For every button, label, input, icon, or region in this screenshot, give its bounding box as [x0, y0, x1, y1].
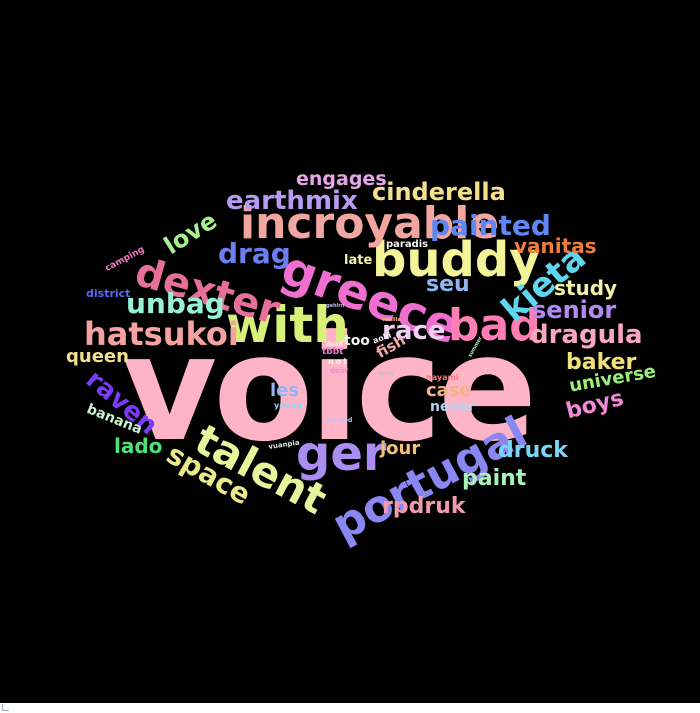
word-painted: painted: [430, 209, 551, 242]
word-incroyable: incroyable: [240, 198, 500, 249]
word-living: living: [378, 371, 394, 377]
word-late: late: [344, 253, 373, 268]
word-study: study: [554, 276, 618, 300]
word-jour: jour: [380, 438, 421, 459]
word-queen: queen: [66, 346, 129, 367]
word-vanitas: vanitas: [514, 234, 597, 258]
word-voice: voice: [122, 304, 537, 474]
word-sve-god: sve god: [326, 417, 353, 424]
word-dead: dead: [326, 341, 343, 348]
word-paint: paint: [462, 466, 527, 491]
word-engages: engages: [296, 168, 387, 190]
word-drag: drag: [218, 237, 291, 270]
word-vanilla: vanilla: [382, 317, 401, 323]
word-gehirn: gehirn: [326, 303, 345, 309]
word-earthmix: earthmix: [226, 186, 358, 216]
word-nayami: nayami: [426, 373, 459, 382]
word-ger: ger: [296, 426, 387, 482]
word-seu: seu: [426, 272, 470, 297]
word-race: race: [382, 316, 446, 346]
word-paradis: paradis: [386, 239, 429, 250]
word-case: case: [426, 380, 472, 401]
word-dragula: dragula: [530, 320, 643, 350]
word-les: les: [270, 380, 300, 401]
resize-corner-icon: [2, 704, 9, 711]
word-druck: druck: [498, 438, 568, 463]
word-senior: senior: [532, 296, 617, 324]
word-love: love: [158, 206, 222, 261]
bottom-strip: [0, 703, 700, 713]
word-young: young: [274, 401, 302, 410]
word-tbbt: tbbt: [322, 347, 344, 357]
word-unbag: unbag: [126, 287, 225, 320]
word-rpdruk: rpdruk: [382, 494, 466, 519]
word-lado: lado: [114, 434, 163, 458]
word-not: not: [328, 357, 350, 366]
word-too: too: [344, 333, 370, 349]
word-baker: baker: [566, 350, 637, 375]
word-district: district: [86, 287, 131, 300]
word-cinderella: cinderella: [372, 178, 506, 206]
word-buddy: buddy: [372, 232, 541, 288]
word-hatsukoi: hatsukoi: [84, 315, 239, 353]
word-with: with: [226, 296, 349, 354]
word-bad: bad: [448, 300, 541, 351]
word-dear: dear: [330, 367, 348, 375]
word-never: never: [430, 399, 475, 415]
